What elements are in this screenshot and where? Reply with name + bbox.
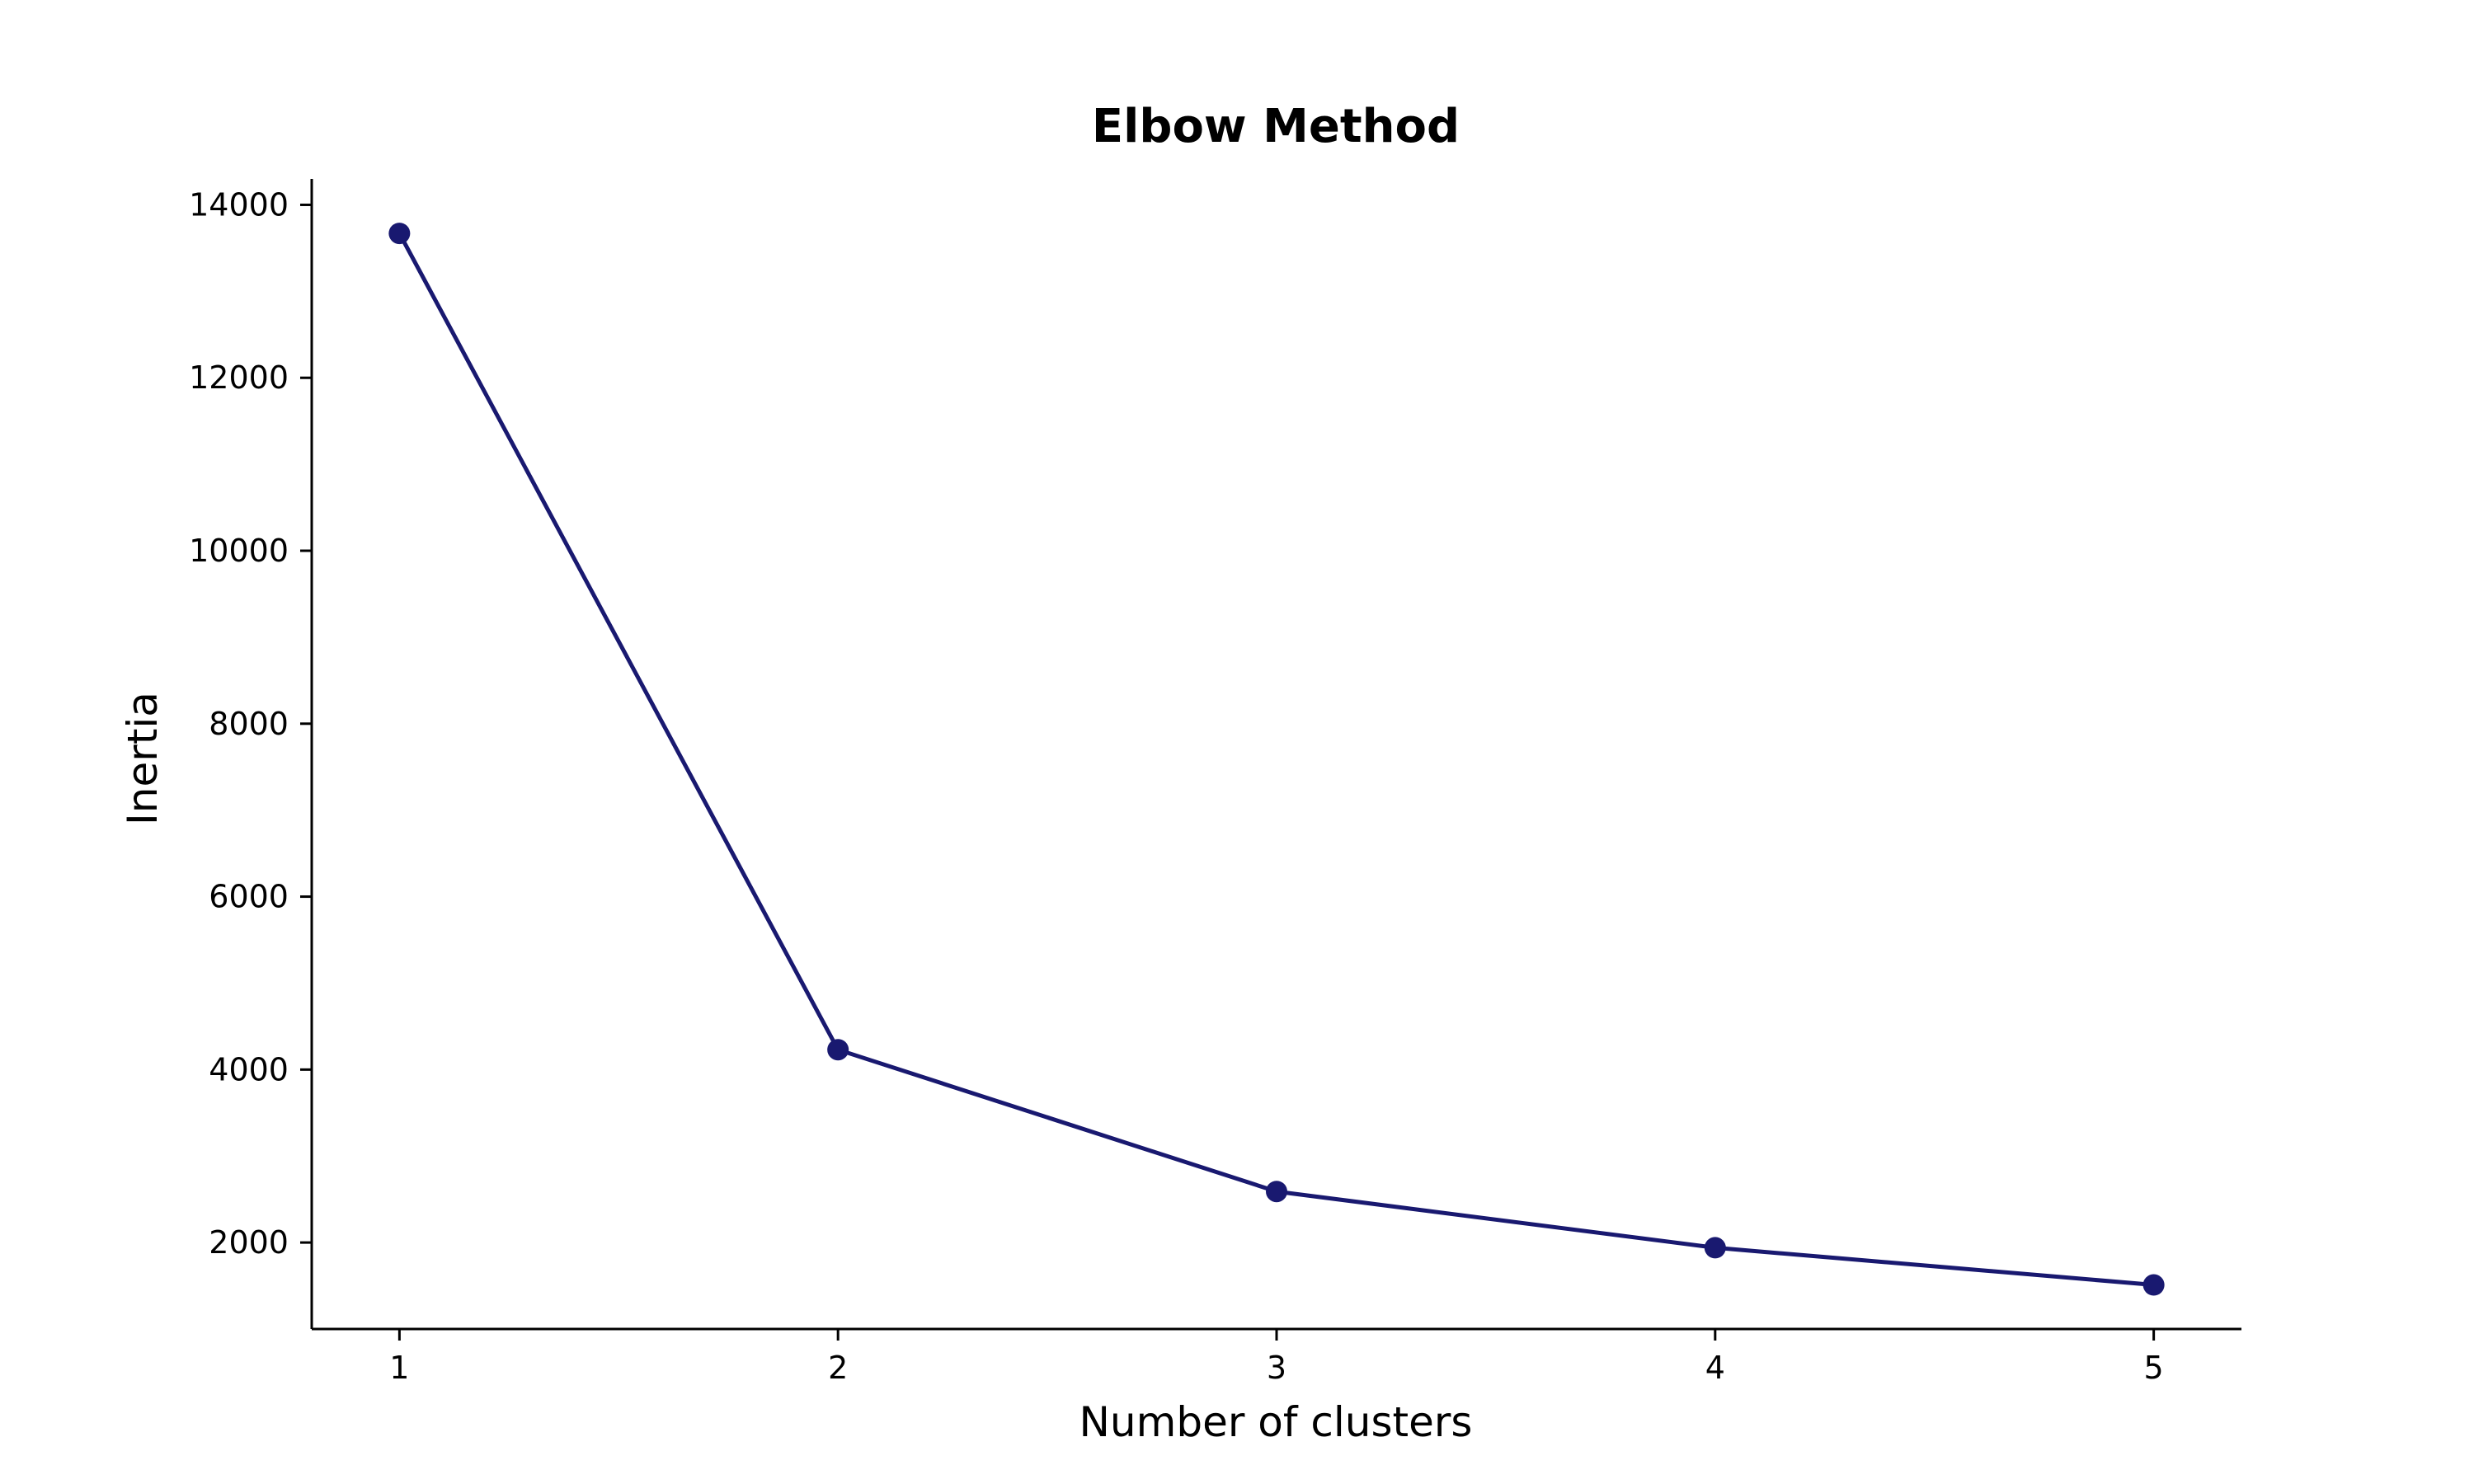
y-tick-label: 4000	[209, 1051, 289, 1087]
y-tick-label: 6000	[209, 879, 289, 915]
data-point	[1266, 1181, 1287, 1203]
y-axis-ticks: 2000 4000 6000 8000 10000 12000 14000	[189, 186, 312, 1261]
y-axis-label: Inertia	[119, 692, 167, 825]
x-axis-label: Number of clusters	[1079, 1398, 1473, 1446]
data-point	[1704, 1237, 1726, 1259]
y-tick-label: 12000	[189, 359, 289, 396]
x-tick-label: 1	[389, 1350, 409, 1386]
data-point	[2142, 1274, 2165, 1296]
y-tick-label: 2000	[209, 1224, 289, 1261]
data-point	[388, 223, 411, 245]
chart-title: Elbow Method	[1092, 100, 1460, 153]
x-axis-ticks: 1 2 3 4 5	[389, 1329, 2164, 1386]
data-point	[827, 1039, 849, 1061]
y-tick-label: 10000	[189, 533, 289, 569]
x-tick-label: 4	[1705, 1350, 1725, 1386]
x-tick-label: 2	[828, 1350, 848, 1386]
series-group	[388, 223, 2165, 1296]
x-tick-label: 5	[2144, 1350, 2164, 1386]
y-tick-label: 14000	[189, 186, 289, 223]
x-tick-label: 3	[1267, 1350, 1286, 1386]
series-line	[397, 232, 2154, 1287]
y-tick-label: 8000	[209, 706, 289, 742]
